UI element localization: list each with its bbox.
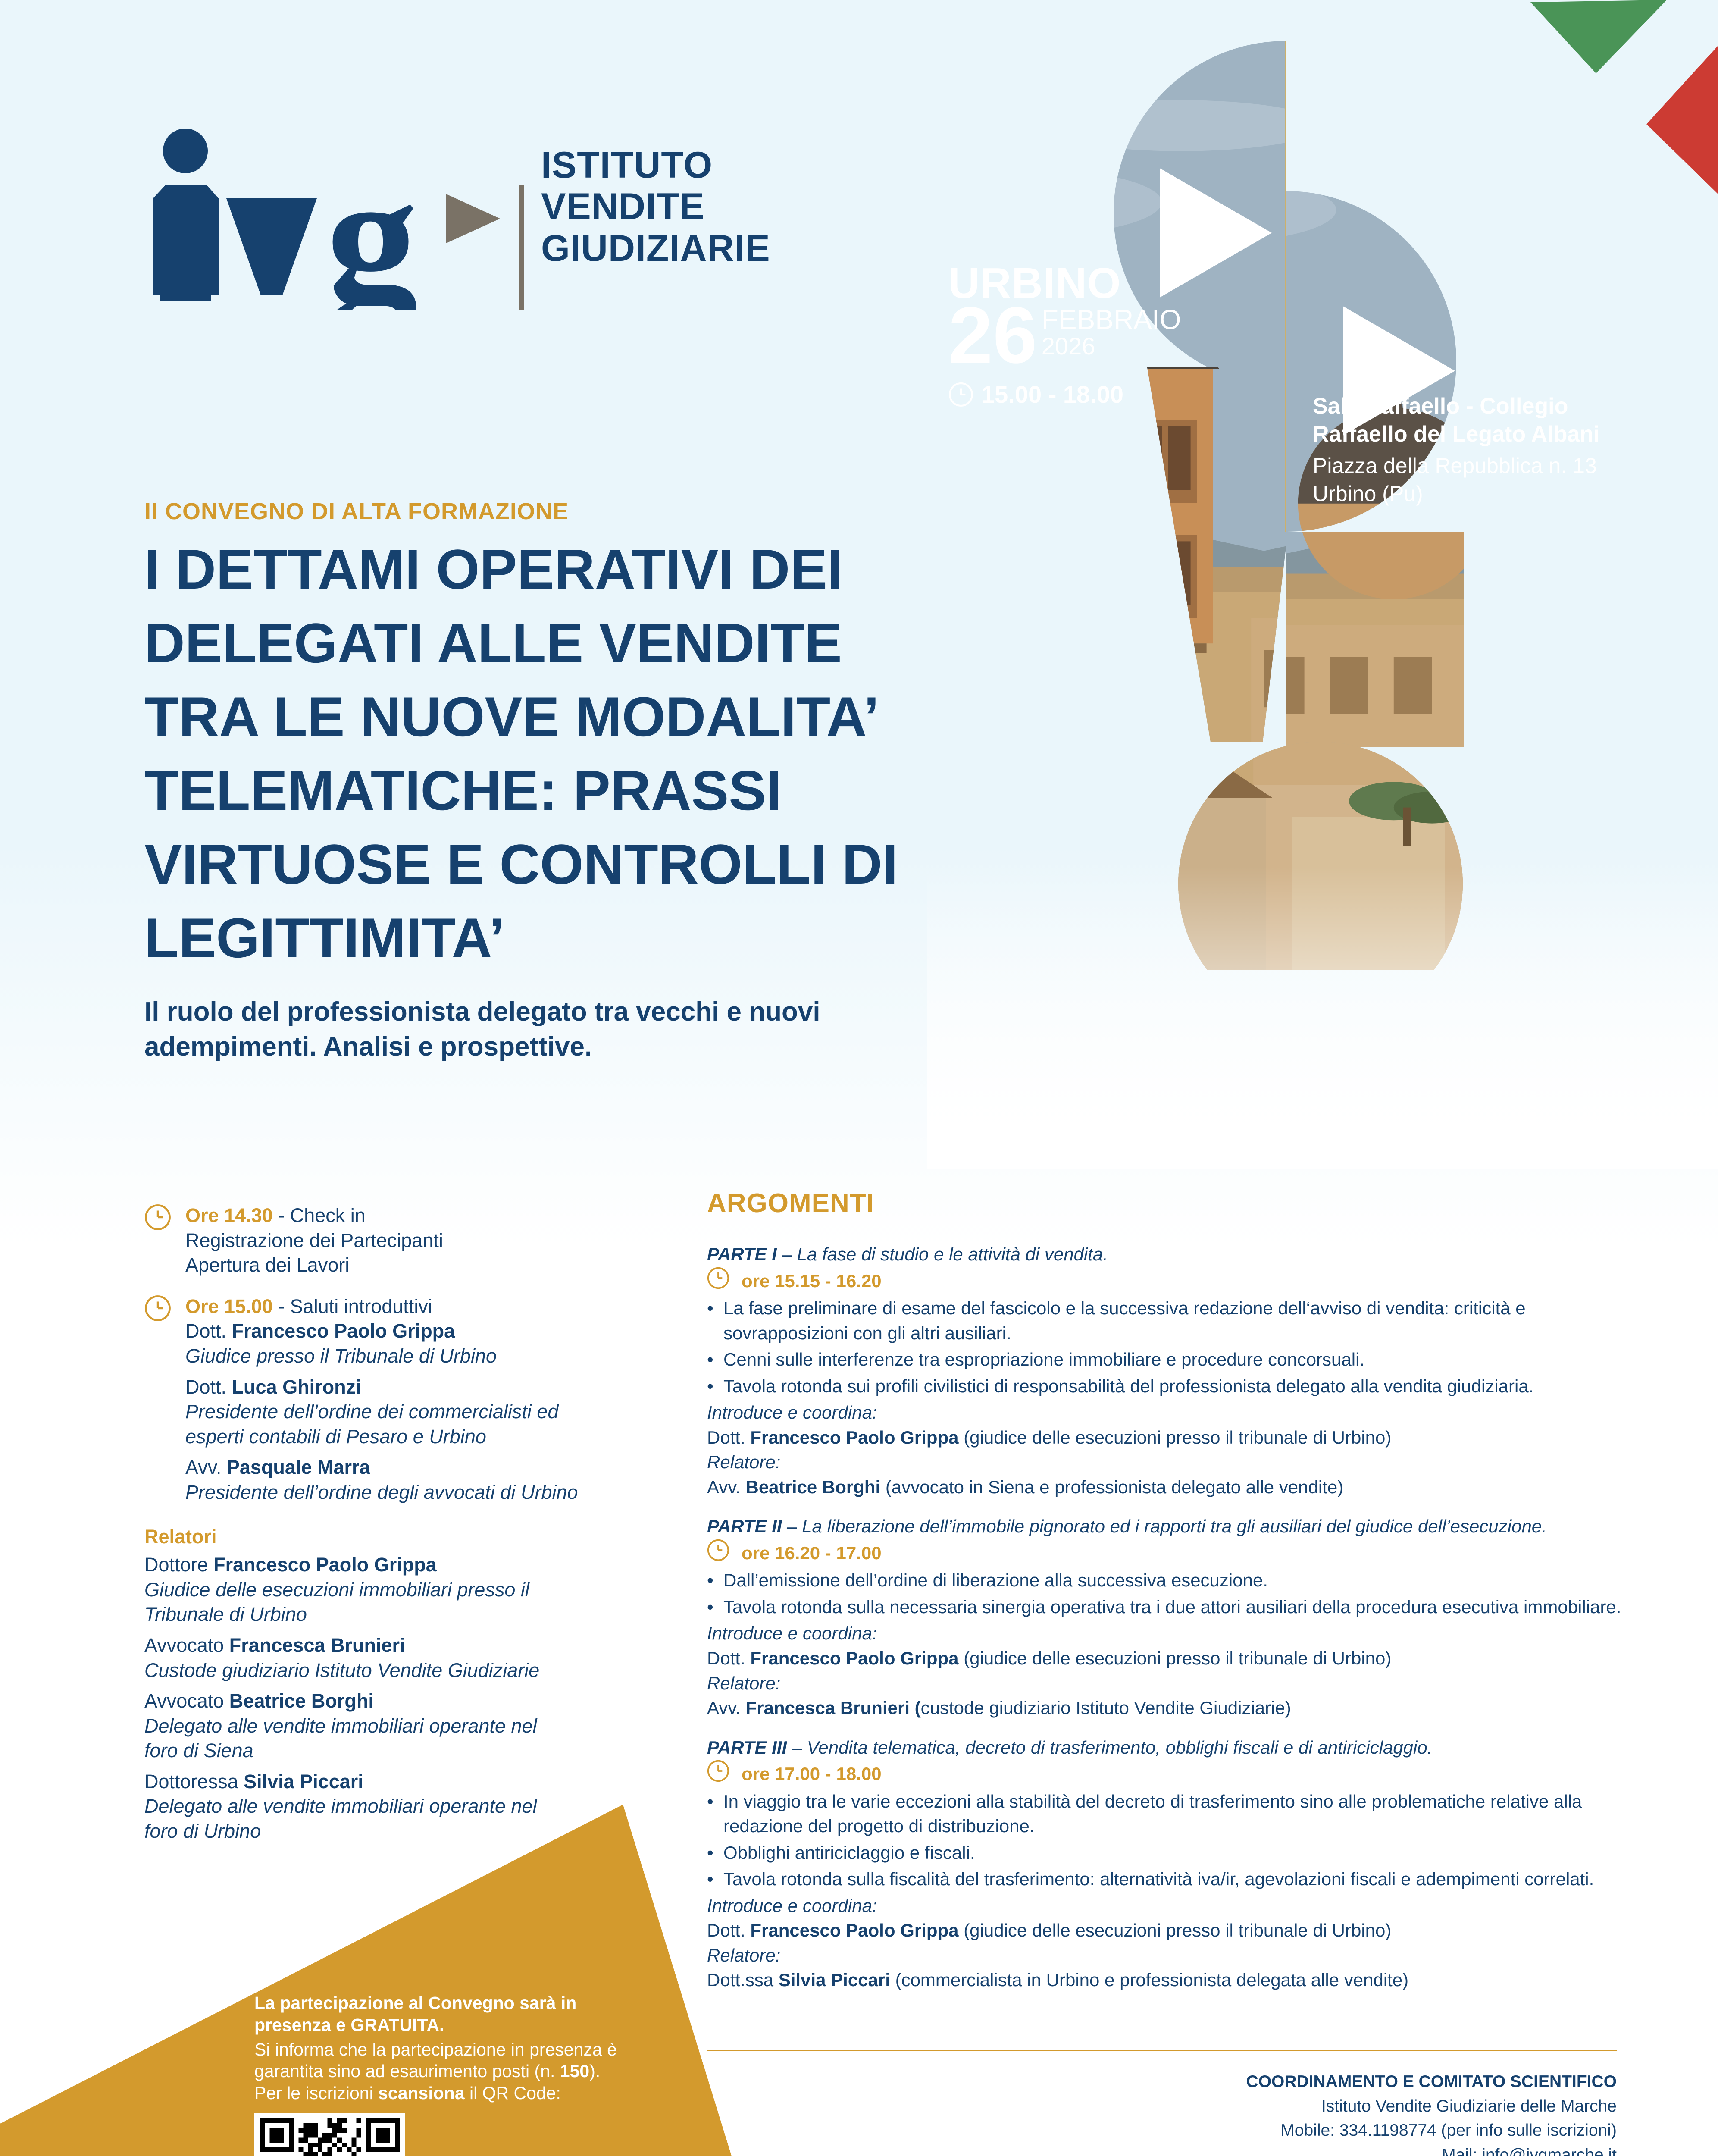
svg-text:g: g (325, 135, 418, 310)
